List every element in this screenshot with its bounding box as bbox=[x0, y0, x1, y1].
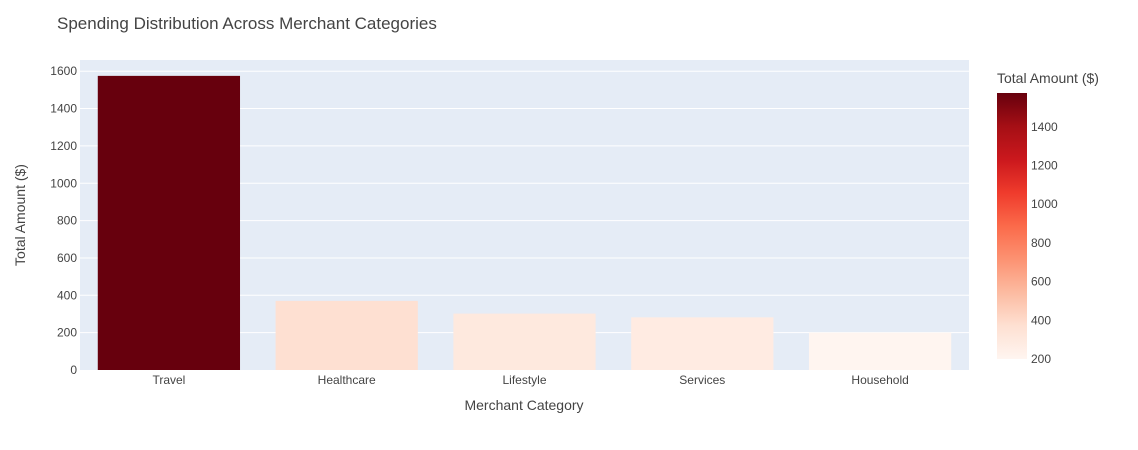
x-axis-ticks: Travel Healthcare Lifestyle Services Househo… bbox=[152, 373, 908, 387]
bars bbox=[97, 75, 952, 370]
colorbar-tick-label: 200 bbox=[1031, 352, 1051, 366]
colorbar-tick-label: 600 bbox=[1031, 275, 1051, 289]
y-tick-label: 600 bbox=[57, 251, 77, 265]
colorbar-tick-label: 400 bbox=[1031, 313, 1051, 327]
bar-healthcare[interactable] bbox=[275, 300, 418, 370]
y-tick-label: 800 bbox=[57, 214, 77, 228]
x-axis-title: Merchant Category bbox=[464, 397, 583, 413]
y-axis-ticks: 0 200 400 600 800 1000 1200 1400 1600 bbox=[50, 64, 77, 377]
x-tick-label: Healthcare bbox=[318, 373, 376, 387]
colorbar-tick-label: 1000 bbox=[1031, 197, 1058, 211]
chart-title: Spending Distribution Across Merchant Ca… bbox=[57, 14, 437, 33]
colorbar-tick-label: 800 bbox=[1031, 236, 1051, 250]
x-tick-label: Lifestyle bbox=[502, 373, 546, 387]
x-tick-label: Household bbox=[851, 373, 908, 387]
colorbar-title: Total Amount ($) bbox=[997, 70, 1099, 86]
y-tick-label: 1400 bbox=[50, 102, 77, 116]
y-tick-label: 400 bbox=[57, 288, 77, 302]
colorbar-gradient bbox=[997, 93, 1027, 359]
bar-household[interactable] bbox=[808, 332, 952, 370]
y-axis-title: Total Amount ($) bbox=[12, 164, 28, 266]
y-tick-label: 0 bbox=[70, 363, 77, 377]
bar-services[interactable] bbox=[631, 317, 774, 370]
bar-travel[interactable] bbox=[97, 75, 241, 370]
colorbar-tick-label: 1400 bbox=[1031, 120, 1058, 134]
y-tick-label: 1600 bbox=[50, 64, 77, 78]
bar-lifestyle[interactable] bbox=[453, 313, 596, 370]
y-tick-label: 1000 bbox=[50, 176, 77, 190]
y-tick-label: 1200 bbox=[50, 139, 77, 153]
x-tick-label: Services bbox=[679, 373, 725, 387]
colorbar-tick-label: 1200 bbox=[1031, 159, 1058, 173]
y-tick-label: 200 bbox=[57, 326, 77, 340]
x-tick-label: Travel bbox=[152, 373, 185, 387]
colorbar-ticks: 200 400 600 800 1000 1200 1400 bbox=[1031, 120, 1058, 366]
